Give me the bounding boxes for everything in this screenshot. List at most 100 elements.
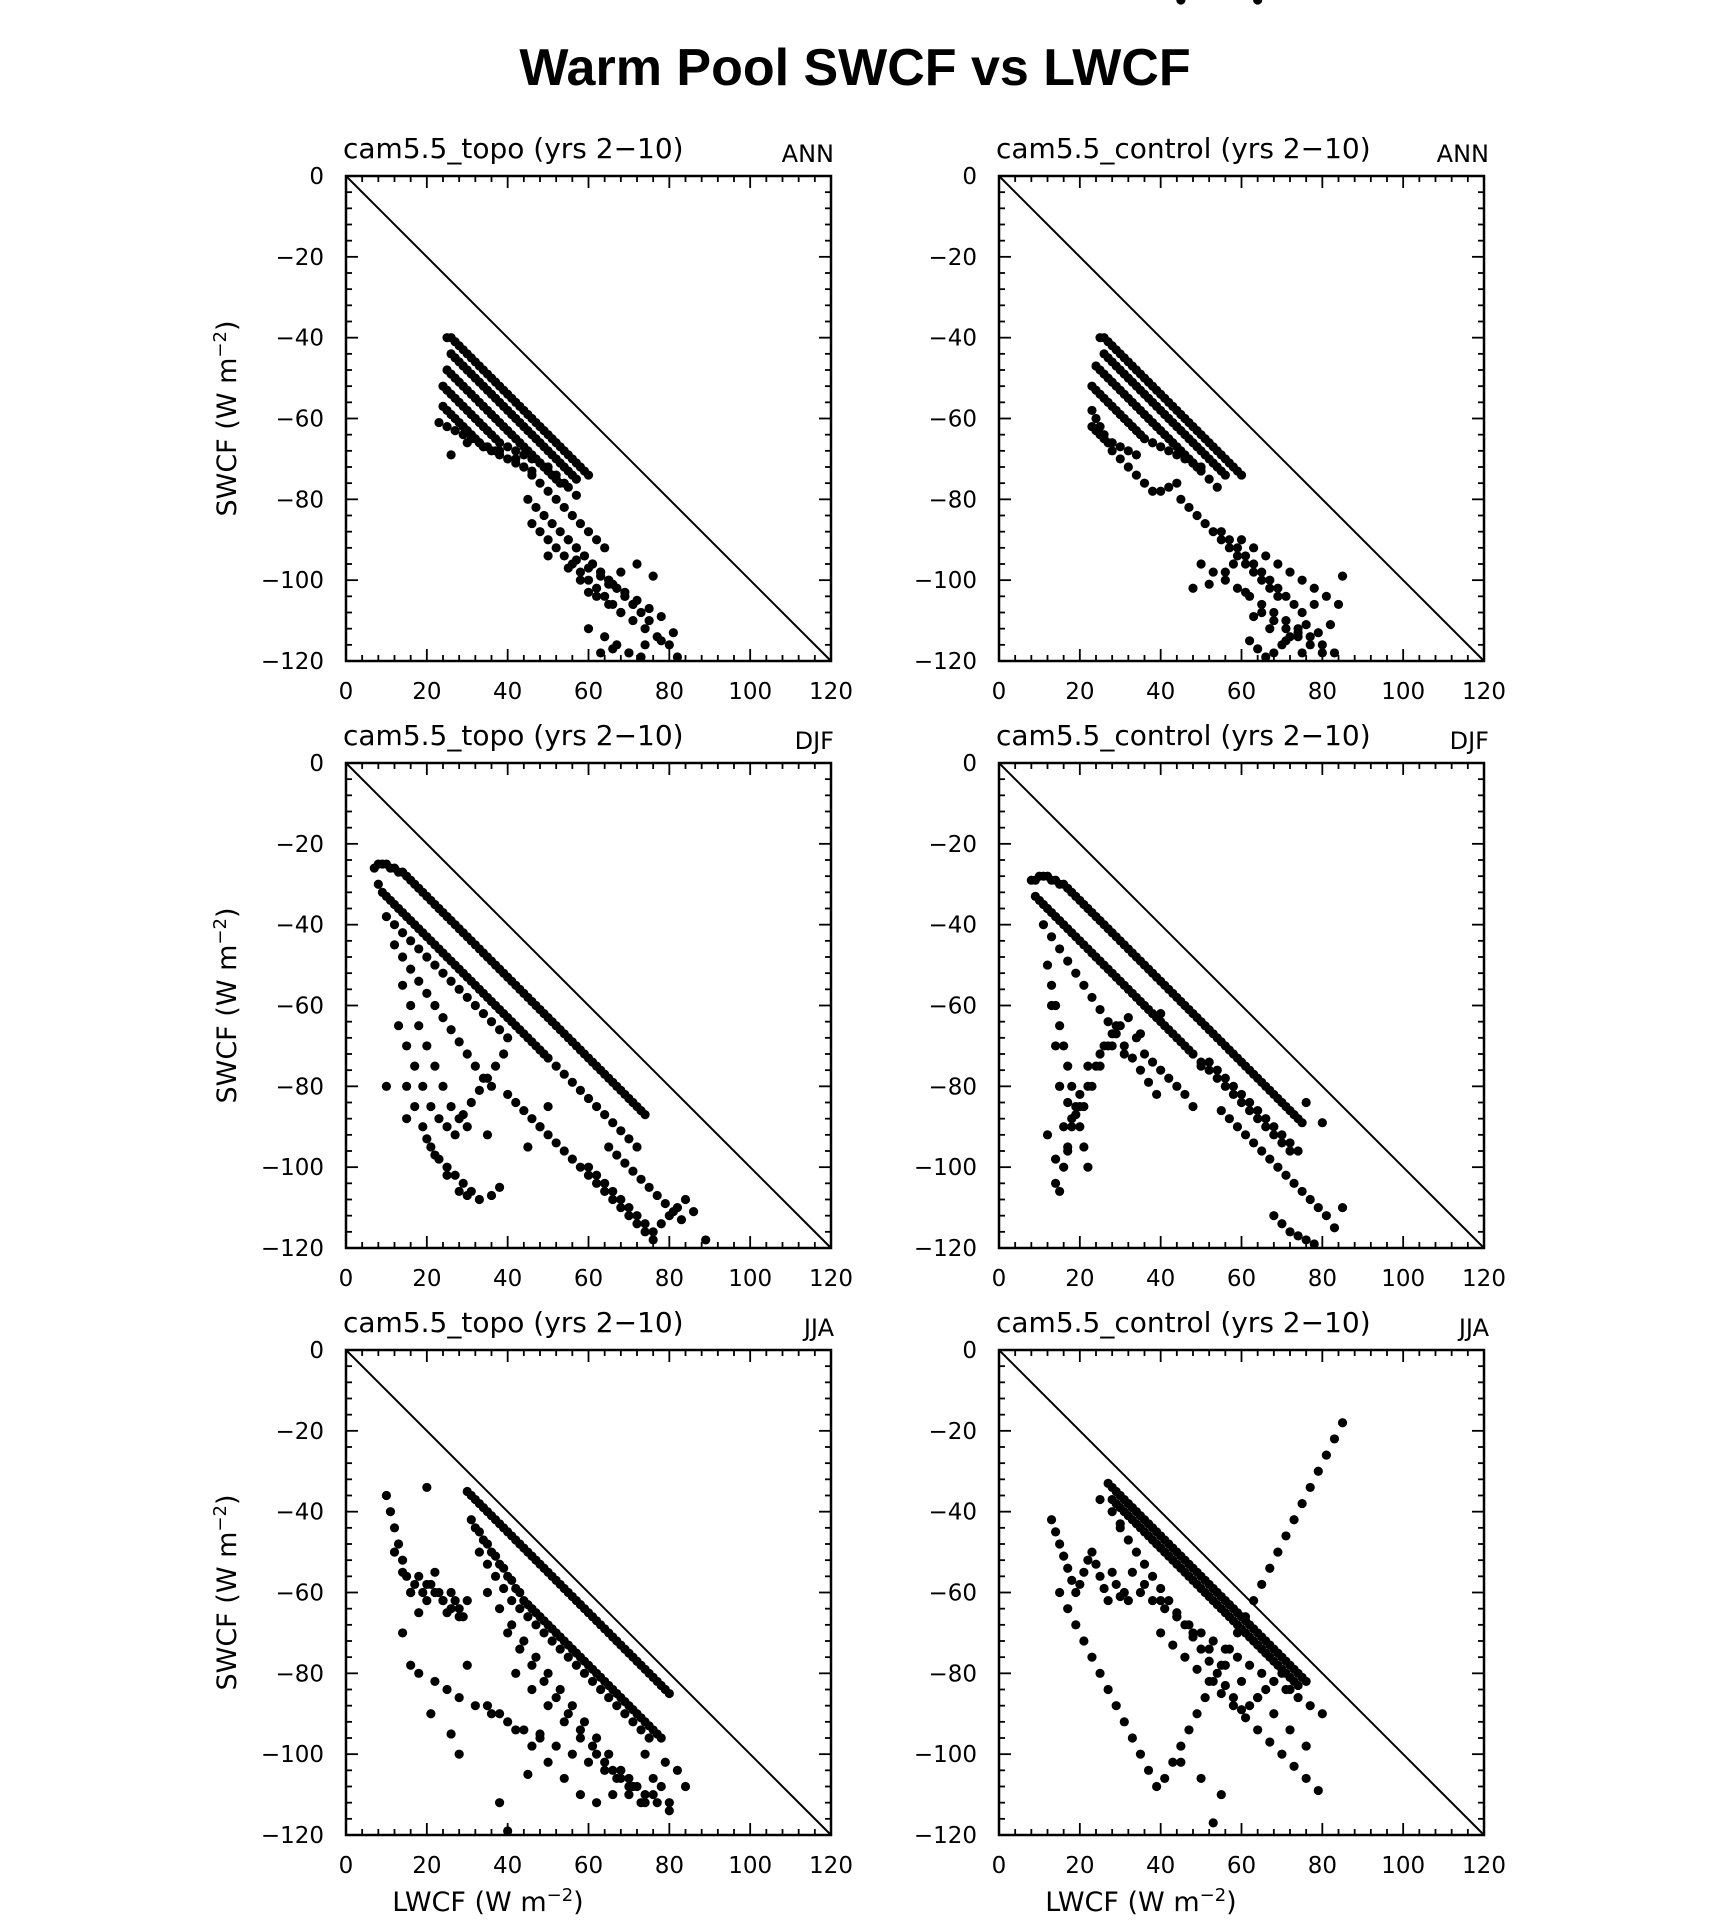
data-point [571,490,581,500]
data-point [583,1170,594,1180]
data-point [1265,575,1275,585]
data-point [1216,527,1226,537]
data-point [1188,583,1198,593]
data-point [519,462,529,472]
data-point [397,952,408,962]
y-tick-label: −60 [928,407,977,433]
data-point [640,1227,650,1237]
data-point [1224,535,1234,545]
y-tick-label: −80 [928,1074,977,1100]
data-point [1269,1709,1279,1719]
scatter-panel-6: 0 20 40 60 80 100 120 0 −20 −40 −60 −80 −100 −120 cam5… [914,1306,1506,1918]
data-point [579,1717,590,1727]
data-point [1244,1660,1255,1670]
data-point [478,1008,489,1019]
data-point [624,1789,634,1800]
data-point [470,1701,480,1711]
data-point [624,1773,634,1784]
data-point [559,1146,569,1156]
data-point [1079,1142,1089,1152]
data-point [604,599,614,610]
data-point [1277,1138,1287,1148]
x-tick-label: 80 [1308,1853,1337,1879]
data-point [1119,1049,1129,1059]
y-tick-label: −120 [914,649,977,675]
data-point [515,1644,525,1654]
data-point [397,1567,408,1577]
data-point [664,640,674,650]
data-point [503,1033,513,1043]
data-point [1317,1709,1327,1719]
x-tick-label: 80 [655,679,684,705]
data-point [563,535,573,545]
x-tick-label: 0 [339,1853,354,1879]
data-point [482,1130,493,1140]
data-point [422,952,432,962]
data-point [664,1798,674,1808]
data-point [466,1515,476,1525]
data-point [397,928,408,938]
data-point [1249,1595,1259,1606]
data-point [624,1134,634,1144]
data-point [1123,1595,1133,1606]
data-point [1253,644,1263,654]
data-point [1261,1114,1271,1124]
data-point [418,1122,428,1132]
data-point [575,1789,586,1800]
y-tick-label: −100 [261,1742,324,1768]
y-tick-label: −120 [914,1236,977,1262]
data-point [567,1077,577,1087]
data-point [555,1644,565,1654]
data-point [1301,1773,1311,1784]
data-point [446,1587,456,1598]
data-point [450,426,460,436]
data-point [490,1061,501,1071]
data-point [1329,1434,1340,1444]
data-point [1123,446,1133,456]
data-point [410,1579,420,1590]
data-point [446,1101,456,1112]
data-point [1232,583,1243,593]
data-point [1273,591,1283,601]
data-point [1135,1065,1146,1075]
data-point [422,1579,432,1590]
data-point [1253,1725,1263,1735]
y-tick-label: −100 [914,568,977,594]
data-point [1067,1081,1077,1091]
data-point [1087,1547,1097,1557]
data-point [1228,1701,1239,1711]
data-point [1236,1089,1247,1100]
x-tick-label: 80 [655,1853,684,1879]
data-point [640,1749,650,1759]
data-point [442,1122,452,1132]
data-point [442,1170,452,1180]
data-point [503,1826,513,1836]
data-point [1119,1041,1129,1051]
x-tick-label: 0 [339,679,354,705]
data-point [1172,1081,1182,1091]
data-point [1107,446,1117,456]
data-point [571,555,581,565]
data-point [1083,1061,1093,1071]
data-point [462,1190,472,1201]
data-point [531,1620,541,1630]
y-tick-label: −100 [914,1155,977,1181]
data-point [644,615,654,626]
data-point [575,567,586,577]
season-label: ANN [1437,140,1489,168]
data-point [1220,1680,1230,1691]
data-point [1107,1029,1117,1039]
data-point [523,494,533,504]
data-point [1095,1061,1105,1071]
data-point [535,1122,545,1132]
data-point [1228,559,1239,569]
data-point [438,968,448,978]
x-tick-label: 100 [1381,679,1425,705]
data-point [596,1684,606,1695]
data-point [1240,587,1251,597]
data-point [1257,607,1267,618]
data-point [1236,1097,1247,1108]
data-point [1337,571,1348,581]
data-point [1232,1652,1243,1662]
data-point [1152,1089,1162,1100]
